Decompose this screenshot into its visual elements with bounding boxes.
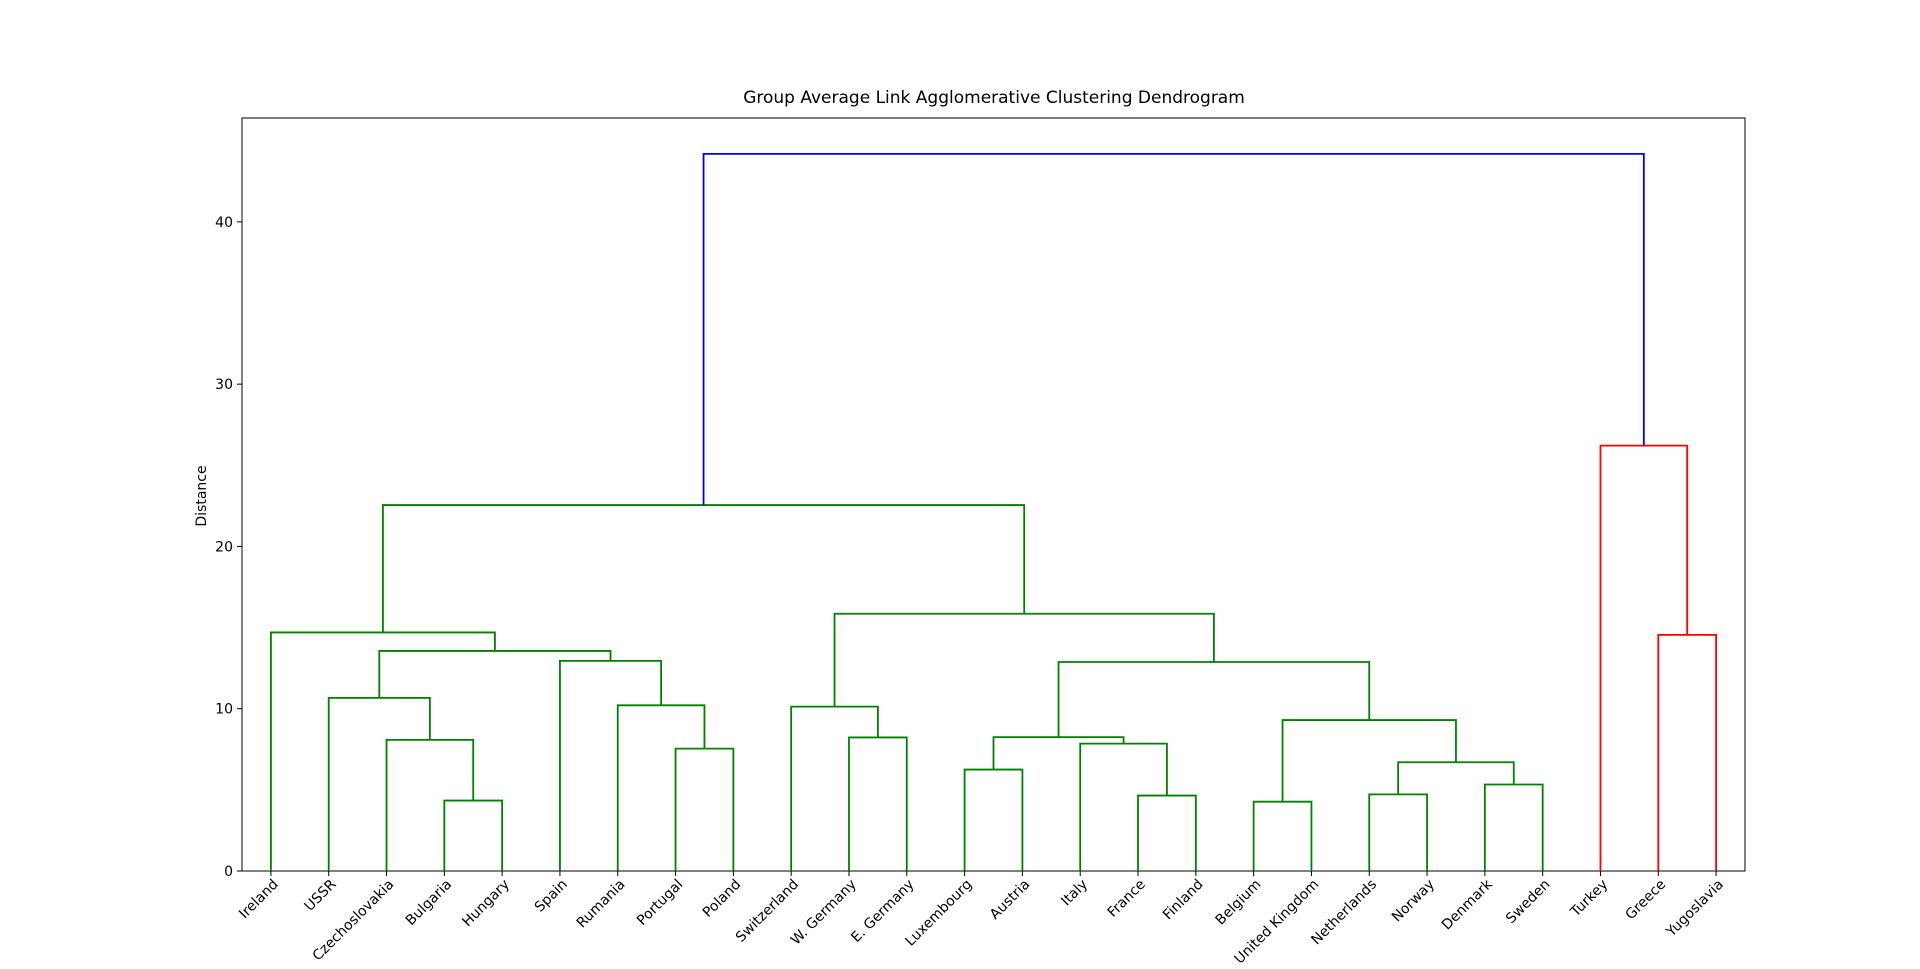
dendrogram-link: [1137, 794, 1197, 871]
dendrogram-link: [833, 612, 1215, 707]
dendrogram-link: [559, 659, 663, 871]
dendrogram-link: [270, 631, 496, 871]
x-tick-label: Bulgaria: [403, 877, 455, 929]
x-tick-label: Denmark: [1439, 876, 1496, 933]
x-tick-label: France: [1105, 877, 1149, 921]
x-tick-label: Ireland: [236, 877, 282, 923]
x-tick-label: Poland: [700, 877, 744, 921]
y-tick-label: 20: [215, 539, 233, 555]
dendrogram-link: [378, 650, 612, 698]
dendrogram-link: [443, 799, 504, 871]
dendrogram-link: [790, 705, 879, 871]
x-tick-label: Belgium: [1213, 877, 1265, 929]
x-tick-label: Rumania: [574, 877, 629, 932]
y-axis-label: Distance: [194, 465, 210, 526]
x-tick-label: USSR: [302, 876, 340, 914]
x-tick-label: Italy: [1058, 877, 1091, 910]
dendrogram-link: [327, 696, 431, 871]
x-tick-label: Finland: [1160, 877, 1207, 924]
chart-title: Group Average Link Agglomerative Cluster…: [743, 88, 1245, 108]
x-tick-label: Turkey: [1567, 877, 1611, 921]
dendrogram-link: [1657, 633, 1717, 871]
x-tick-label: Sweden: [1503, 877, 1553, 927]
dendrogram-link: [1599, 444, 1689, 871]
dendrogram-link: [616, 704, 706, 871]
y-tick-label: 30: [215, 377, 233, 393]
x-tick-label: Yugoslavia: [1663, 877, 1727, 941]
dendrogram-link: [1483, 783, 1544, 871]
dendrogram-link: [992, 736, 1125, 770]
x-tick-label: Portugal: [634, 877, 686, 929]
dendrogram-link: [1397, 761, 1515, 795]
dendrogram-link: [1079, 742, 1168, 871]
x-tick-label: Austria: [987, 877, 1033, 923]
plot-frame: [241, 117, 1746, 872]
x-tick-label: Norway: [1389, 877, 1438, 926]
dendrogram-link: [1057, 661, 1371, 738]
dendrogram-link: [1252, 800, 1313, 871]
dendrogram-link: [848, 736, 908, 871]
y-tick-label: 10: [215, 702, 233, 718]
dendrogram-link: [1368, 793, 1428, 871]
x-tick-label: Greece: [1623, 877, 1670, 924]
dendrogram-link: [674, 747, 735, 871]
y-tick-label: 40: [215, 215, 233, 231]
y-tick-label: 0: [224, 864, 233, 880]
dendrogram-link: [963, 768, 1024, 871]
x-tick-label: Hungary: [459, 877, 513, 931]
x-tick-label: Spain: [532, 877, 571, 916]
dendrogram-link: [385, 738, 475, 871]
dendrogram-link: [702, 152, 1645, 506]
dendrogram-link: [1281, 719, 1457, 802]
